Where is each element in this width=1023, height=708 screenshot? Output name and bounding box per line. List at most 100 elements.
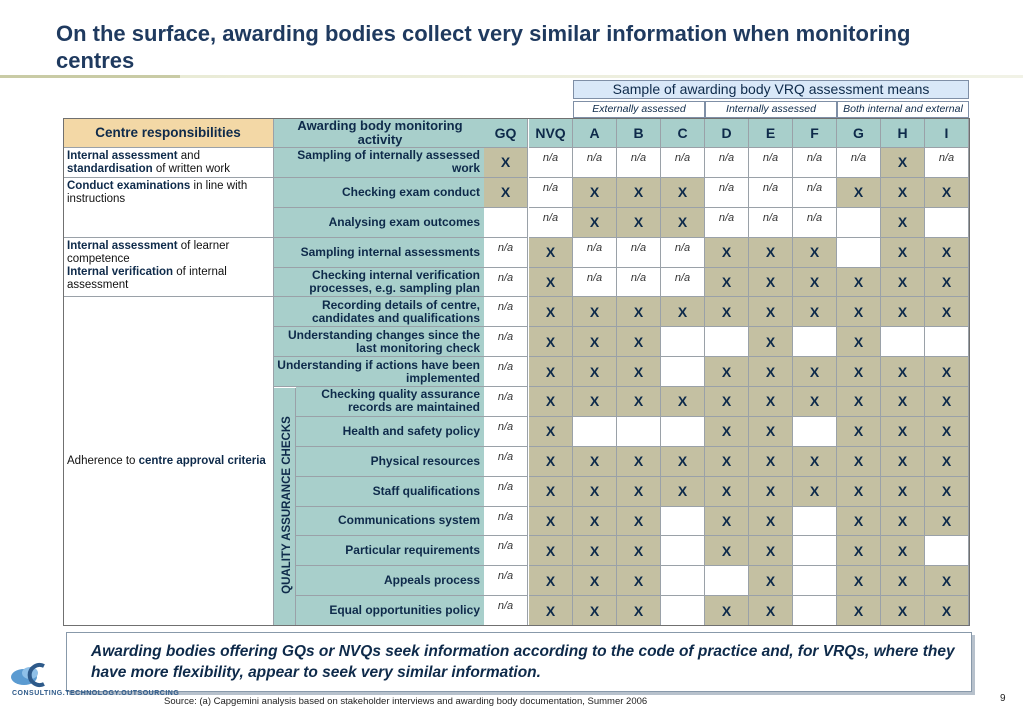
value-cell: X	[661, 297, 705, 328]
value-cell: X	[573, 566, 617, 597]
value-cell	[661, 357, 705, 387]
value-cell: X	[925, 596, 969, 626]
value-cell: n/a	[484, 596, 528, 626]
activity-row-4: Sampling internal assessments	[274, 237, 487, 268]
column-header-b: B	[617, 118, 661, 148]
value-cell: X	[749, 237, 793, 268]
value-cell	[925, 207, 969, 238]
value-cell: X	[925, 506, 969, 537]
value-cell: X	[837, 357, 881, 387]
responsibility-plain2: of internal assessment	[67, 265, 227, 291]
value-cell: n/a	[749, 177, 793, 208]
value-cell: X	[881, 237, 925, 268]
value-cell: X	[749, 446, 793, 477]
value-cell: X	[925, 416, 969, 447]
value-cell: n/a	[529, 177, 573, 208]
value-cell: X	[573, 387, 617, 417]
column-header-e: E	[749, 118, 793, 148]
activity-row-7: Understanding changes since the last mon…	[274, 327, 487, 358]
column-header-d: D	[705, 118, 749, 148]
value-cell: X	[793, 476, 837, 507]
value-cell: X	[661, 476, 705, 507]
value-cell: n/a	[925, 148, 969, 178]
value-cell: X	[881, 476, 925, 507]
page-title: On the surface, awarding bodies collect …	[56, 21, 911, 73]
value-cell: X	[661, 387, 705, 417]
value-cell: X	[661, 177, 705, 208]
value-cell: n/a	[484, 297, 528, 328]
value-cell	[661, 327, 705, 358]
value-cell: X	[617, 566, 661, 597]
value-cell: X	[837, 327, 881, 358]
value-cell: n/a	[484, 506, 528, 537]
value-cell: X	[925, 177, 969, 208]
value-cell: X	[749, 476, 793, 507]
value-cell: X	[881, 446, 925, 477]
responsibility-text: Internal assessment and standardisation …	[67, 150, 269, 176]
column-header-a: A	[573, 118, 617, 148]
responsibility-bold1: Internal assessment	[67, 150, 178, 162]
value-cell: X	[705, 476, 749, 507]
value-cell: X	[484, 177, 528, 208]
value-cell	[573, 416, 617, 447]
value-cell: n/a	[484, 387, 528, 417]
value-cell: X	[573, 536, 617, 567]
responsibility-plain1: of learner competence	[67, 239, 230, 265]
value-cell: X	[793, 446, 837, 477]
value-cell: X	[749, 566, 793, 597]
value-cell: X	[529, 566, 573, 597]
value-cell: X	[617, 297, 661, 328]
value-cell: X	[705, 506, 749, 537]
column-header-gq: GQ	[484, 118, 528, 148]
value-cell: n/a	[484, 267, 528, 298]
activity-row-10: Health and safety policy	[296, 416, 487, 447]
value-cell: X	[529, 357, 573, 387]
value-cell: X	[617, 476, 661, 507]
activity-row-3: Analysing exam outcomes	[274, 207, 487, 238]
value-cell: n/a	[484, 237, 528, 268]
table-frame	[63, 118, 970, 626]
value-cell	[925, 536, 969, 567]
group-externally-assessed: Externally assessed	[573, 101, 705, 118]
logo-tagline: CONSULTING.TECHNOLOGY.OUTSOURCING	[12, 690, 180, 697]
value-cell: X	[837, 446, 881, 477]
value-cell: X	[881, 357, 925, 387]
value-cell: X	[705, 416, 749, 447]
responsibility-plain2: of written work	[152, 163, 230, 175]
value-cell: X	[529, 267, 573, 298]
value-cell	[617, 416, 661, 447]
value-cell: X	[881, 566, 925, 597]
value-cell: X	[705, 357, 749, 387]
value-cell: X	[529, 476, 573, 507]
value-cell: X	[529, 446, 573, 477]
value-cell: X	[837, 267, 881, 298]
value-cell: X	[573, 297, 617, 328]
value-cell: n/a	[705, 148, 749, 178]
value-cell: X	[529, 387, 573, 417]
activity-row-13: Communications system	[296, 506, 487, 537]
value-cell: X	[617, 506, 661, 537]
value-cell: n/a	[484, 536, 528, 567]
value-cell: n/a	[484, 446, 528, 477]
value-cell	[881, 327, 925, 358]
value-cell: n/a	[484, 357, 528, 387]
value-cell: X	[793, 297, 837, 328]
value-cell: X	[661, 207, 705, 238]
value-cell: X	[573, 177, 617, 208]
value-cell: n/a	[749, 148, 793, 178]
group-internally-assessed: Internally assessed	[705, 101, 837, 118]
value-cell: X	[881, 387, 925, 417]
value-cell: X	[837, 177, 881, 208]
value-cell: n/a	[573, 267, 617, 298]
value-cell: n/a	[661, 267, 705, 298]
value-cell: X	[749, 297, 793, 328]
value-cell: X	[881, 297, 925, 328]
column-header-h: H	[881, 118, 925, 148]
value-cell: X	[881, 148, 925, 178]
value-cell: X	[573, 446, 617, 477]
value-cell: n/a	[793, 177, 837, 208]
value-cell: X	[925, 476, 969, 507]
value-cell: X	[881, 416, 925, 447]
value-cell: X	[573, 357, 617, 387]
value-cell: X	[573, 476, 617, 507]
